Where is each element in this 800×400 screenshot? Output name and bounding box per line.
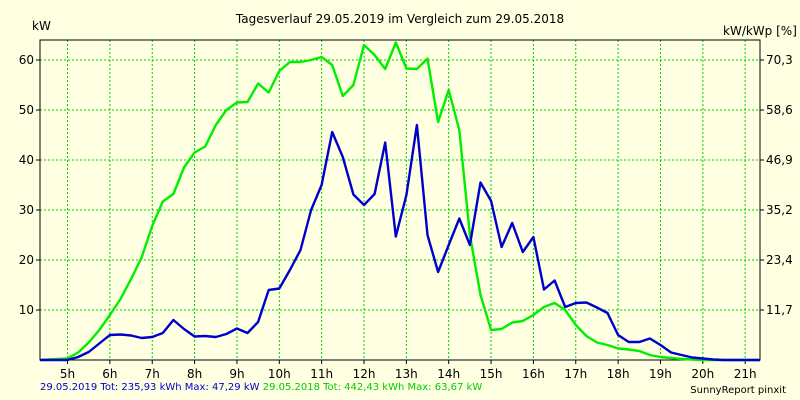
series-line-29.05.2018	[39, 41, 760, 362]
grid	[40, 40, 760, 360]
footer-legend: 29.05.2019 Tot: 235,93 kWh Max: 47,29 kW…	[40, 382, 482, 393]
y-tick-label-right: 58,6	[766, 103, 793, 117]
x-tick-label: 16h	[522, 367, 545, 381]
y-tick-label-left: 60	[19, 53, 34, 67]
axis-ticks: 5h 6h 7h 8h 9h 10h 11h 12h 13h 14h 15h 16h 17h 18h 19h…	[19, 53, 793, 381]
x-tick-label: 15h	[480, 367, 503, 381]
legend-series-2019: 29.05.2019 Tot: 235,93 kWh Max: 47,29 kW	[40, 382, 260, 393]
x-tick-label: 18h	[607, 367, 630, 381]
x-tick-label: 11h	[310, 367, 333, 381]
x-tick-label: 7h	[145, 367, 160, 381]
credit-text: SunnyReport pinxit	[690, 385, 786, 396]
x-tick-label: 8h	[187, 367, 202, 381]
x-tick-label: 10h	[268, 367, 291, 381]
y-tick-label-right: 46,9	[766, 153, 793, 167]
series-line-29.05.2019	[40, 123, 760, 362]
x-tick-label: 21h	[734, 367, 757, 381]
y-tick-label-left: 30	[19, 203, 34, 217]
y-tick-label-left: 20	[19, 253, 34, 267]
x-tick-label: 9h	[229, 367, 244, 381]
x-tick-label: 13h	[395, 367, 418, 381]
y-tick-label-left: 50	[19, 103, 34, 117]
y-tick-label-right: 23,4	[766, 253, 793, 267]
y-tick-label-right: 11,7	[766, 303, 793, 317]
x-tick-label: 6h	[102, 367, 117, 381]
x-tick-label: 14h	[437, 367, 460, 381]
legend-series-2018: 29.05.2018 Tot: 442,43 kWh Max: 63,67 kW	[262, 382, 483, 393]
plot-area-frame	[39, 39, 761, 361]
y-tick-label-right: 70,3	[766, 53, 793, 67]
x-tick-label: 5h	[60, 367, 75, 381]
x-tick-label: 17h	[564, 367, 587, 381]
y-axis-label-right: kW/kWp [%]	[723, 24, 797, 38]
y-tick-label-left: 40	[19, 153, 34, 167]
series-lines	[39, 41, 760, 362]
y-axis-label-left: kW	[32, 19, 51, 33]
y-tick-label-left: 10	[19, 303, 34, 317]
y-tick-label-right: 35,2	[766, 203, 793, 217]
chart-title: Tagesverlauf 29.05.2019 im Vergleich zum…	[235, 12, 564, 26]
x-tick-label: 20h	[691, 367, 714, 381]
x-tick-label: 12h	[353, 367, 376, 381]
x-tick-label: 19h	[649, 367, 672, 381]
